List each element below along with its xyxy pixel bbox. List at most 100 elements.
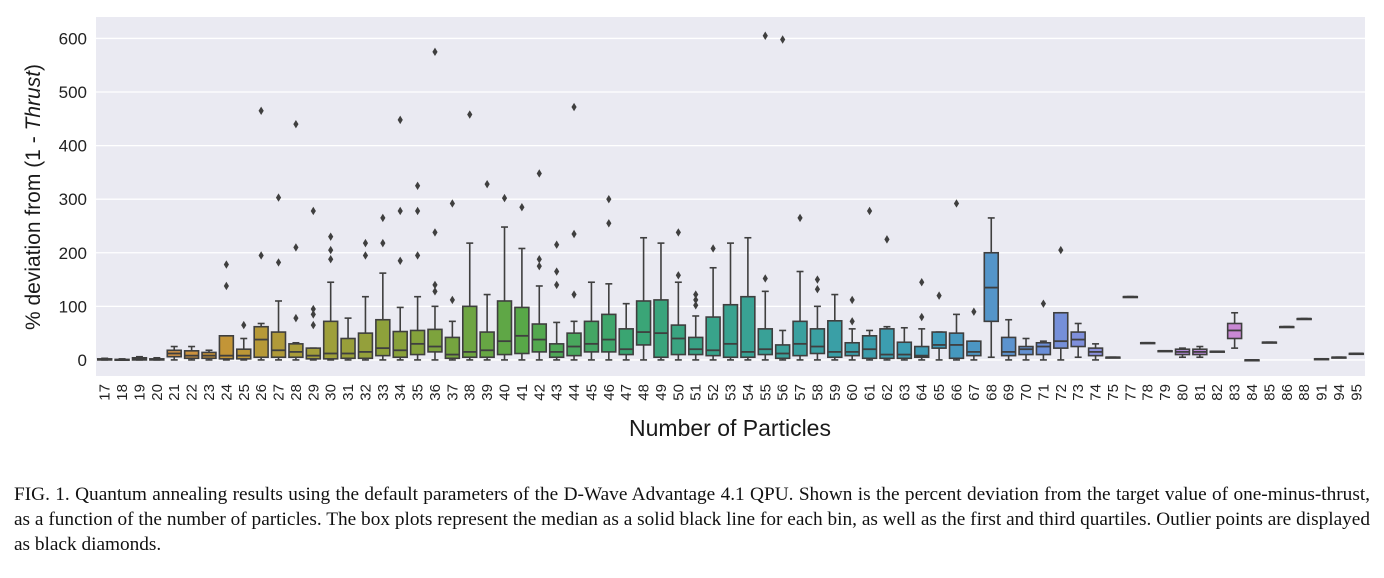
outlier-diamond — [606, 219, 612, 228]
x-tick-label: 69 — [1001, 384, 1018, 401]
x-tick-label: 19 — [131, 384, 148, 401]
x-tick-label: 51 — [688, 384, 705, 401]
outlier-diamond — [762, 31, 768, 40]
box-iqr — [1053, 311, 1069, 349]
x-tick-label: 63 — [896, 384, 913, 401]
box-29 — [305, 206, 322, 361]
x-axis-ticks: 17 18 19 20 21 22 23 24 25 26 27 28 29 30 31 32 33 34 35 36… — [97, 384, 1366, 401]
outlier-diamond — [936, 291, 942, 300]
x-tick-label: 53 — [723, 384, 740, 401]
x-tick-label: 26 — [253, 384, 270, 401]
box-iqr — [757, 328, 774, 356]
outlier-diamond — [675, 271, 681, 280]
box-85 — [1261, 341, 1278, 344]
x-tick-label: 81 — [1192, 384, 1209, 401]
x-tick-label: 39 — [479, 384, 496, 401]
outlier-diamond — [362, 251, 369, 260]
outlier-diamond — [223, 281, 229, 291]
x-tick-label: 95 — [1348, 384, 1365, 401]
x-tick-label: 86 — [1279, 384, 1296, 401]
box-40 — [496, 193, 513, 361]
x-tick-label: 27 — [271, 384, 288, 401]
box-iqr — [722, 303, 739, 359]
box-42 — [531, 169, 548, 361]
box-iqr — [496, 300, 513, 356]
box-36 — [427, 47, 443, 361]
x-tick-label: 21 — [166, 384, 183, 401]
x-tick-label: 22 — [184, 384, 201, 401]
box-iqr — [827, 320, 843, 359]
x-tick-label: 67 — [966, 384, 983, 401]
box-44 — [566, 102, 582, 361]
box-45 — [583, 281, 600, 361]
x-tick-label: 57 — [792, 384, 809, 401]
y-axis-label-suffix: ) — [22, 64, 45, 71]
outlier-diamond — [571, 102, 577, 112]
x-tick-label: 77 — [1122, 384, 1139, 401]
x-tick-label: 68 — [983, 384, 1000, 401]
box-47 — [618, 302, 634, 361]
box-31 — [340, 317, 356, 361]
box-66 — [948, 199, 965, 361]
box-22 — [183, 345, 200, 361]
y-tick-label: 0 — [78, 351, 87, 370]
box-iqr — [340, 337, 356, 360]
outlier-diamond — [328, 232, 334, 241]
box-iqr — [479, 331, 495, 359]
figure-caption: FIG. 1. Quantum annealing results using … — [14, 482, 1370, 557]
outlier-diamond — [919, 278, 925, 287]
y-tick-label: 200 — [59, 244, 87, 263]
x-tick-label: 91 — [1314, 384, 1331, 401]
outlier-diamond — [1058, 245, 1064, 255]
x-tick-label: 25 — [236, 384, 253, 401]
box-84 — [1244, 359, 1260, 362]
box-68 — [983, 217, 1000, 359]
box-58 — [809, 275, 826, 361]
box-iqr — [531, 323, 548, 353]
x-tick-label: 45 — [583, 384, 600, 401]
box-iqr — [879, 328, 895, 360]
box-73 — [1070, 322, 1086, 359]
x-tick-label: 62 — [879, 384, 896, 401]
box-77 — [1122, 295, 1139, 299]
outlier-diamond — [310, 206, 316, 216]
x-tick-label: 42 — [531, 384, 548, 401]
box-17 — [96, 357, 113, 361]
x-tick-label: 59 — [827, 384, 844, 401]
box-72 — [1053, 245, 1069, 361]
box-iqr — [444, 336, 461, 360]
outlier-diamond — [571, 290, 577, 299]
box-iqr — [653, 299, 669, 359]
box-82 — [1209, 350, 1225, 353]
outlier-diamond — [971, 307, 977, 316]
outlier-diamond — [223, 260, 229, 269]
outlier-diamond — [536, 261, 542, 271]
outlier-diamond — [328, 254, 334, 264]
outlier-diamond — [293, 313, 299, 323]
box-81 — [1192, 345, 1208, 359]
box-iqr — [670, 324, 687, 356]
box-51 — [687, 290, 704, 361]
y-axis-ticks: 0 100 200 300 400 500 600 — [59, 29, 87, 369]
box-iqr — [322, 320, 339, 360]
box-iqr — [461, 305, 478, 359]
box-57 — [792, 213, 808, 361]
box-86 — [1279, 325, 1295, 329]
x-tick-label: 88 — [1296, 384, 1313, 401]
box-83 — [1226, 311, 1243, 349]
y-tick-label: 400 — [59, 137, 87, 156]
x-tick-label: 36 — [427, 384, 444, 401]
y-tick-label: 100 — [59, 297, 87, 316]
x-tick-label: 64 — [914, 384, 931, 401]
x-tick-label: 24 — [218, 384, 235, 401]
x-tick-label: 58 — [809, 384, 826, 401]
x-tick-label: 83 — [1227, 384, 1244, 401]
outlier-diamond — [467, 110, 473, 119]
box-iqr — [740, 295, 756, 359]
x-tick-label: 48 — [636, 384, 653, 401]
outlier-diamond — [536, 254, 542, 264]
box-75 — [1105, 356, 1121, 359]
box-27 — [270, 193, 287, 361]
y-tick-label: 500 — [59, 83, 87, 102]
box-33 — [375, 213, 391, 361]
